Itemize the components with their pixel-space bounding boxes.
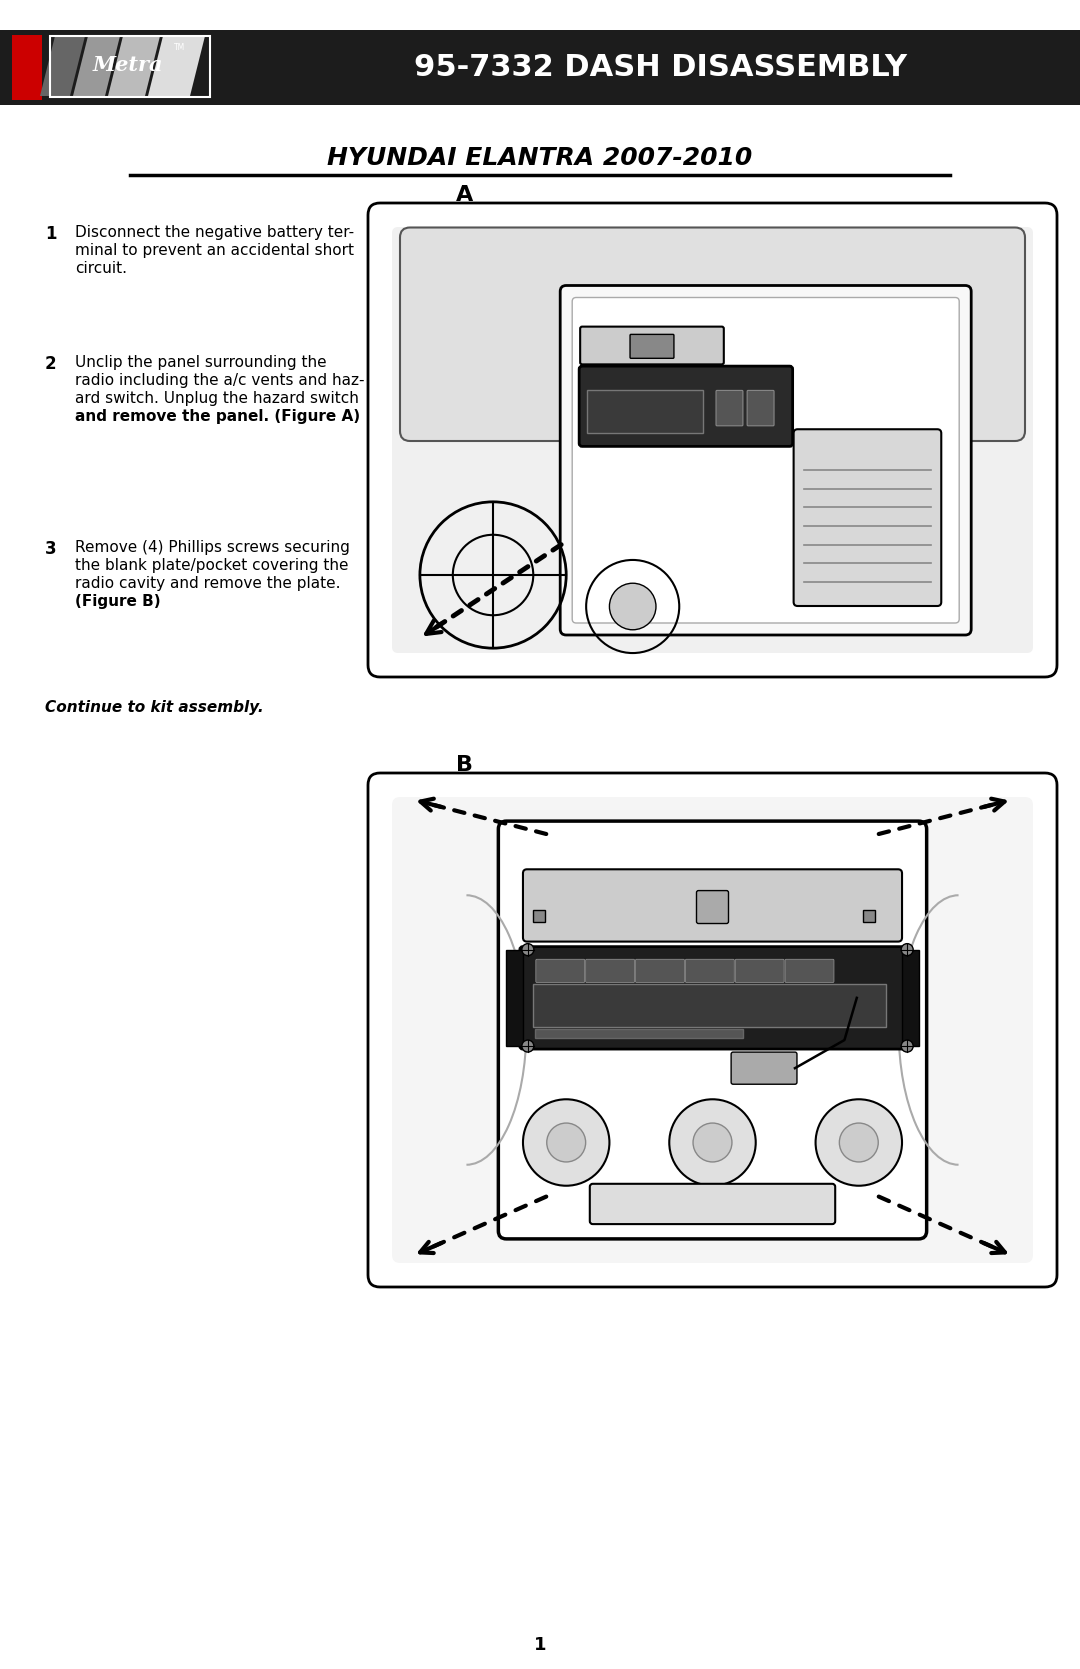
Circle shape bbox=[693, 1123, 732, 1162]
Text: circuit.: circuit. bbox=[75, 260, 127, 275]
FancyBboxPatch shape bbox=[0, 30, 1080, 105]
Text: Remove (4) Phillips screws securing: Remove (4) Phillips screws securing bbox=[75, 541, 350, 556]
Text: and remove the panel. (Figure A): and remove the panel. (Figure A) bbox=[75, 409, 360, 424]
FancyBboxPatch shape bbox=[747, 391, 774, 426]
Text: TM: TM bbox=[174, 43, 186, 52]
FancyBboxPatch shape bbox=[902, 950, 919, 1046]
Circle shape bbox=[609, 582, 656, 629]
Text: minal to prevent an accidental short: minal to prevent an accidental short bbox=[75, 244, 354, 259]
FancyBboxPatch shape bbox=[523, 870, 902, 941]
FancyBboxPatch shape bbox=[588, 391, 703, 434]
FancyBboxPatch shape bbox=[580, 327, 724, 364]
FancyBboxPatch shape bbox=[686, 960, 734, 983]
FancyBboxPatch shape bbox=[716, 391, 743, 426]
Text: ard switch. Unplug the hazard switch: ard switch. Unplug the hazard switch bbox=[75, 391, 359, 406]
Circle shape bbox=[901, 943, 914, 956]
Polygon shape bbox=[108, 37, 160, 97]
FancyBboxPatch shape bbox=[392, 227, 1032, 653]
Text: 95-7332 DASH DISASSEMBLY: 95-7332 DASH DISASSEMBLY bbox=[414, 53, 906, 82]
Text: Continue to kit assembly.: Continue to kit assembly. bbox=[45, 699, 264, 714]
FancyBboxPatch shape bbox=[498, 821, 927, 1238]
FancyBboxPatch shape bbox=[368, 773, 1057, 1287]
Text: radio including the a/c vents and haz-: radio including the a/c vents and haz- bbox=[75, 372, 365, 387]
FancyBboxPatch shape bbox=[368, 204, 1057, 678]
Polygon shape bbox=[73, 37, 120, 97]
FancyBboxPatch shape bbox=[532, 985, 886, 1026]
FancyBboxPatch shape bbox=[507, 950, 523, 1046]
Circle shape bbox=[523, 1100, 609, 1185]
Text: 1: 1 bbox=[45, 225, 56, 244]
FancyBboxPatch shape bbox=[519, 946, 905, 1050]
FancyBboxPatch shape bbox=[536, 960, 584, 983]
FancyBboxPatch shape bbox=[535, 1028, 743, 1038]
Circle shape bbox=[815, 1100, 902, 1185]
FancyBboxPatch shape bbox=[635, 960, 685, 983]
FancyBboxPatch shape bbox=[735, 960, 784, 983]
Circle shape bbox=[839, 1123, 878, 1162]
Text: 2: 2 bbox=[45, 355, 56, 372]
FancyBboxPatch shape bbox=[863, 910, 875, 921]
Polygon shape bbox=[40, 37, 85, 97]
Text: Disconnect the negative battery ter-: Disconnect the negative battery ter- bbox=[75, 225, 354, 240]
Text: 1: 1 bbox=[534, 1636, 546, 1654]
FancyBboxPatch shape bbox=[579, 366, 793, 446]
FancyBboxPatch shape bbox=[794, 429, 942, 606]
Text: A: A bbox=[457, 185, 474, 205]
FancyBboxPatch shape bbox=[392, 798, 1032, 1263]
Text: 3: 3 bbox=[45, 541, 56, 557]
FancyBboxPatch shape bbox=[572, 297, 959, 623]
Text: Metra: Metra bbox=[93, 55, 163, 75]
Text: radio cavity and remove the plate.: radio cavity and remove the plate. bbox=[75, 576, 340, 591]
Circle shape bbox=[670, 1100, 756, 1185]
FancyBboxPatch shape bbox=[590, 1183, 835, 1223]
Polygon shape bbox=[148, 37, 205, 97]
Text: the blank plate/pocket covering the: the blank plate/pocket covering the bbox=[75, 557, 349, 572]
Text: (Figure B): (Figure B) bbox=[75, 594, 161, 609]
FancyBboxPatch shape bbox=[400, 227, 1025, 441]
Circle shape bbox=[522, 1040, 534, 1051]
FancyBboxPatch shape bbox=[8, 33, 248, 102]
FancyBboxPatch shape bbox=[585, 960, 635, 983]
Circle shape bbox=[546, 1123, 585, 1162]
Circle shape bbox=[522, 943, 534, 956]
FancyBboxPatch shape bbox=[697, 891, 729, 923]
FancyBboxPatch shape bbox=[561, 285, 971, 634]
Text: B: B bbox=[457, 754, 473, 774]
Text: Unclip the panel surrounding the: Unclip the panel surrounding the bbox=[75, 355, 326, 371]
FancyBboxPatch shape bbox=[12, 35, 42, 100]
FancyBboxPatch shape bbox=[731, 1051, 797, 1085]
Circle shape bbox=[901, 1040, 914, 1051]
FancyBboxPatch shape bbox=[785, 960, 834, 983]
FancyBboxPatch shape bbox=[630, 334, 674, 359]
FancyBboxPatch shape bbox=[534, 910, 545, 921]
Text: HYUNDAI ELANTRA 2007-2010: HYUNDAI ELANTRA 2007-2010 bbox=[327, 145, 753, 170]
